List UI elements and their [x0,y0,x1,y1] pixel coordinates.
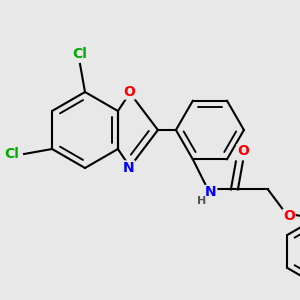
Text: Cl: Cl [5,147,20,161]
Text: N: N [205,185,217,200]
Text: N: N [123,161,135,175]
Text: O: O [283,209,295,224]
Text: O: O [237,144,249,158]
Text: Cl: Cl [73,47,87,61]
Text: O: O [123,85,135,99]
Text: H: H [197,196,206,206]
